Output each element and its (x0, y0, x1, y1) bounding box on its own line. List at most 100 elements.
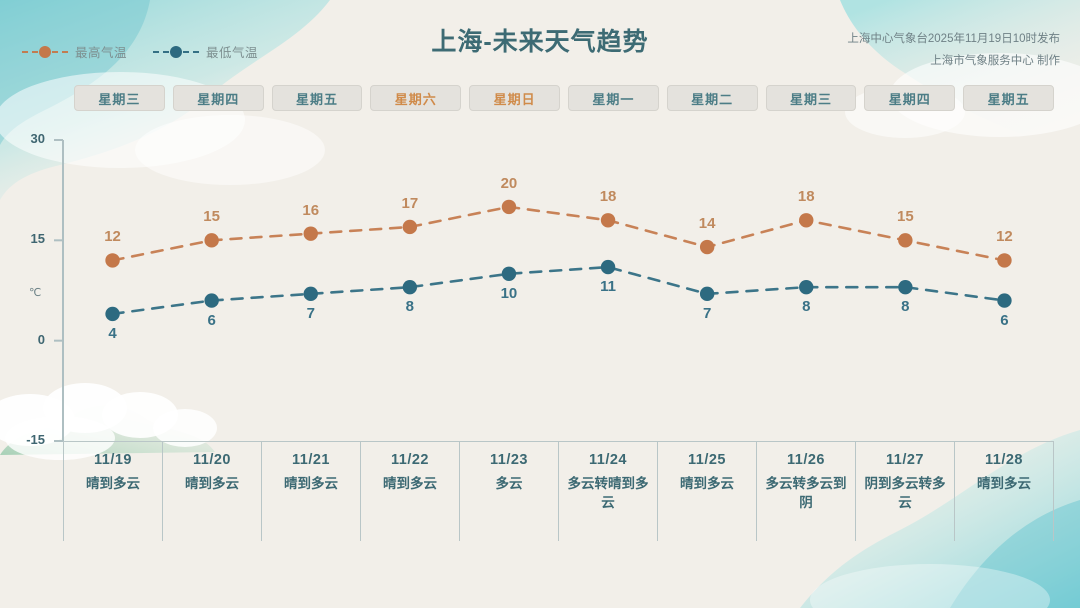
forecast-cell-3[interactable]: 11/22 晴到多云 (360, 442, 459, 541)
publisher-info: 上海中心气象台2025年11月19日10时发布 上海市气象服务中心 制作 (847, 28, 1060, 73)
data-point-marker[interactable] (105, 306, 120, 322)
forecast-date: 11/20 (193, 452, 231, 468)
forecast-date: 11/27 (886, 452, 924, 468)
min-temp-label-0: 4 (108, 324, 117, 342)
forecast-condition: 晴到多云 (977, 475, 1031, 491)
y-tick-label-30: 30 (30, 131, 45, 146)
data-point-marker[interactable] (898, 233, 913, 248)
min-temp-label-8: 8 (901, 298, 910, 316)
data-point-marker[interactable] (204, 233, 219, 248)
weekday-tab-6[interactable]: 星期二 (666, 85, 758, 111)
weekday-tab-3[interactable]: 星期六 (370, 85, 462, 111)
forecast-condition: 阴到多云转多云 (864, 475, 946, 511)
series-line-min-temp (111, 265, 1006, 316)
weekday-tab-7[interactable]: 星期三 (765, 85, 857, 111)
max-temp-label-7: 18 (797, 188, 815, 206)
y-tick-label-0: 0 (37, 331, 45, 347)
data-point-marker[interactable] (799, 279, 814, 295)
publisher-producer-line: 上海市气象服务中心 制作 (930, 55, 1060, 68)
page-title: 上海-未来天气趋势 (431, 28, 649, 56)
forecast-date: 11/28 (985, 452, 1023, 468)
data-point-marker[interactable] (699, 286, 715, 302)
data-point-marker[interactable] (402, 219, 418, 235)
weekday-tab-0[interactable]: 星期三 (74, 85, 165, 111)
forecast-condition: 多云 (495, 475, 523, 491)
forecast-date: 11/25 (688, 452, 726, 468)
forecast-cell-4[interactable]: 11/23 多云 (459, 442, 558, 541)
forecast-date-table: 11/19 晴到多云 11/20 晴到多云 11/21 晴到多云 11/22 晴到多云 11/2… (63, 441, 1054, 541)
forecast-date: 11/21 (292, 452, 330, 468)
weekday-tab-2[interactable]: 星期五 (271, 85, 363, 111)
forecast-date: 11/19 (94, 452, 132, 468)
forecast-condition: 多云转晴到多云 (567, 475, 649, 511)
min-temp-label-1: 6 (207, 311, 216, 329)
y-tick-label-15: 15 (30, 231, 45, 247)
publisher-issue-line: 上海中心气象台2025年11月19日10时发布 (847, 33, 1060, 45)
weekday-tab-8[interactable]: 星期四 (864, 85, 956, 111)
min-temp-label-5: 11 (600, 278, 616, 296)
data-point-marker[interactable] (402, 279, 418, 295)
data-point-marker[interactable] (204, 293, 219, 308)
legend-item-min-temp: 最低气温 (153, 42, 258, 61)
forecast-cell-5[interactable]: 11/24 多云转晴到多云 (558, 442, 657, 541)
forecast-condition: 晴到多云 (680, 475, 734, 491)
data-point-marker[interactable] (799, 213, 814, 228)
weekday-tab-bar: 星期三 星期四 星期五 星期六 星期日 星期一 星期二 星期三 星期四 星期五 (74, 85, 1054, 111)
forecast-cell-7[interactable]: 11/26 多云转多云到阴 (756, 442, 855, 541)
data-point-marker[interactable] (501, 199, 517, 215)
forecast-cell-2[interactable]: 11/21 晴到多云 (261, 442, 360, 541)
y-tick-label--15: -15 (26, 432, 45, 447)
forecast-date: 11/26 (787, 452, 825, 468)
data-point-marker[interactable] (303, 286, 318, 302)
forecast-condition: 晴到多云 (185, 475, 239, 491)
forecast-date: 11/22 (391, 452, 429, 468)
max-temp-label-8: 15 (897, 208, 914, 226)
y-axis-unit-label: ℃ (29, 287, 42, 299)
forecast-cell-6[interactable]: 11/25 晴到多云 (657, 442, 756, 541)
min-temp-label-9: 6 (1000, 311, 1009, 329)
forecast-cell-0[interactable]: 11/19 晴到多云 (63, 442, 162, 541)
forecast-cell-9[interactable]: 11/28 晴到多云 (954, 442, 1054, 541)
line-dot-marker-icon (22, 45, 68, 59)
max-temp-label-0: 12 (104, 228, 121, 246)
forecast-date: 11/24 (589, 452, 627, 468)
data-point-marker[interactable] (997, 293, 1012, 308)
chart-legend: 最高气温 最低气温 (22, 42, 258, 61)
forecast-cell-8[interactable]: 11/27 阴到多云转多云 (855, 442, 954, 541)
data-point-marker[interactable] (699, 239, 715, 255)
min-temp-label-4: 10 (500, 284, 518, 302)
min-temp-label-3: 8 (405, 298, 415, 316)
data-point-marker[interactable] (105, 253, 120, 268)
forecast-condition: 多云转多云到阴 (765, 475, 847, 511)
forecast-cell-1[interactable]: 11/20 晴到多云 (162, 442, 261, 541)
min-temp-label-2: 7 (306, 304, 315, 322)
data-point-marker[interactable] (600, 259, 616, 275)
line-dot-marker-icon (153, 45, 200, 59)
max-temp-label-1: 15 (203, 208, 220, 226)
data-point-marker[interactable] (898, 279, 913, 295)
weekday-tab-4[interactable]: 星期日 (469, 85, 560, 111)
legend-label-min-temp: 最低气温 (206, 46, 259, 60)
weekday-tab-5[interactable]: 星期一 (567, 85, 659, 111)
max-temp-label-9: 12 (996, 228, 1013, 246)
weekday-tab-9[interactable]: 星期五 (963, 85, 1054, 111)
data-point-marker[interactable] (303, 226, 318, 241)
max-temp-label-6: 14 (698, 215, 716, 233)
forecast-condition: 晴到多云 (284, 475, 338, 491)
forecast-condition: 晴到多云 (86, 475, 140, 491)
data-point-marker[interactable] (600, 213, 616, 228)
max-temp-label-5: 18 (599, 188, 617, 206)
data-point-marker[interactable] (997, 253, 1012, 268)
max-temp-label-2: 16 (302, 201, 320, 219)
min-temp-label-7: 8 (802, 298, 811, 316)
weekday-tab-1[interactable]: 星期四 (172, 85, 264, 111)
legend-label-max-temp: 最高气温 (75, 46, 128, 60)
series-line-max-temp (111, 205, 1006, 262)
legend-item-max-temp: 最高气温 (22, 42, 127, 61)
min-temp-label-6: 7 (702, 304, 712, 322)
max-temp-label-3: 17 (401, 194, 419, 212)
max-temp-label-4: 20 (500, 174, 518, 192)
data-point-marker[interactable] (501, 266, 517, 281)
